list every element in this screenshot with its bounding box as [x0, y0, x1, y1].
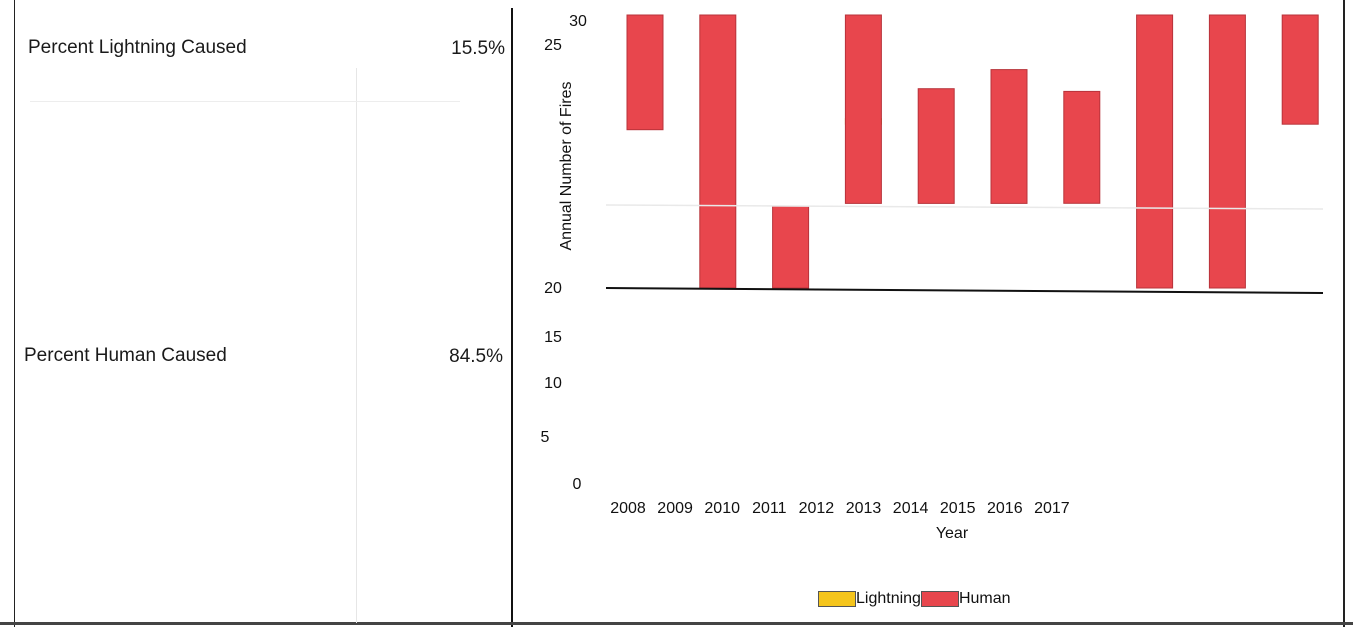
y-tick-label-15: 15	[544, 329, 562, 346]
bar-human-2017	[1281, 14, 1319, 125]
x-tick-label-2013: 2013	[846, 500, 882, 517]
bar-human-2015	[1136, 14, 1174, 289]
x-tick-label-2012: 2012	[799, 500, 835, 517]
x-axis-title: Year	[936, 525, 969, 542]
x-axis-line	[605, 287, 1324, 294]
y-tick-label-0: 0	[573, 476, 582, 493]
x-tick-label-2017: 2017	[1034, 500, 1070, 517]
x-tick-label-2010: 2010	[704, 500, 740, 517]
human-percent-label: Percent Human Caused	[24, 345, 227, 366]
legend-item-lightning: Lightning	[818, 590, 921, 608]
bar-human-2010	[772, 205, 810, 289]
legend-label-lightning: Lightning	[856, 590, 921, 607]
faint-column-divider	[356, 68, 357, 623]
fires-by-cause-chart: 0 5 10 15 20 25 30 2008 2009 2010 2011 2012 2013 201…	[541, 13, 1324, 542]
bar-human-2014	[1063, 90, 1101, 204]
lightning-percent-label: Percent Lightning Caused	[28, 37, 247, 58]
x-tick-label-2014: 2014	[893, 500, 929, 517]
x-tick-label-2015: 2015	[940, 500, 976, 517]
y-axis-title: Annual Number of Fires	[558, 82, 575, 251]
x-axis-ticks: 2008 2009 2010 2011 2012 2013 2014 2015 2016 2017	[610, 500, 1070, 517]
human-swatch	[920, 591, 959, 607]
bar-human-2016	[1208, 14, 1246, 289]
y-tick-label-30: 30	[569, 13, 587, 30]
chart-legend: Lightning Human	[818, 588, 1011, 610]
legend-item-human: Human	[920, 590, 1011, 608]
table-border-left	[14, 0, 15, 627]
faint-row-divider	[30, 101, 460, 102]
y-tick-label-25: 25	[544, 37, 562, 54]
lightning-percent-value: 15.5%	[451, 38, 505, 59]
faint-gridline	[605, 204, 1324, 210]
bar-human-2009	[699, 14, 737, 289]
table-border-right	[1343, 0, 1345, 627]
y-tick-label-20: 20	[544, 280, 562, 297]
legend-label-human: Human	[958, 590, 1011, 607]
bar-human-2012	[917, 88, 955, 204]
x-tick-label-2009: 2009	[657, 500, 693, 517]
x-tick-label-2016: 2016	[987, 500, 1023, 517]
x-tick-label-2011: 2011	[752, 500, 787, 517]
y-tick-label-10: 10	[544, 375, 562, 392]
bar-human-2008	[626, 14, 664, 131]
bar-human-2011	[844, 14, 882, 204]
table-border-bottom	[0, 622, 1353, 625]
y-axis-ticks: 0 5 10 15 20 25 30	[541, 13, 587, 493]
x-tick-label-2008: 2008	[610, 500, 646, 517]
bar-human-2013	[990, 69, 1028, 204]
y-tick-label-5: 5	[541, 429, 550, 446]
chart-bars	[626, 14, 1319, 289]
table-border-middle	[511, 8, 513, 627]
lightning-swatch	[818, 591, 856, 607]
human-percent-value: 84.5%	[449, 346, 503, 367]
